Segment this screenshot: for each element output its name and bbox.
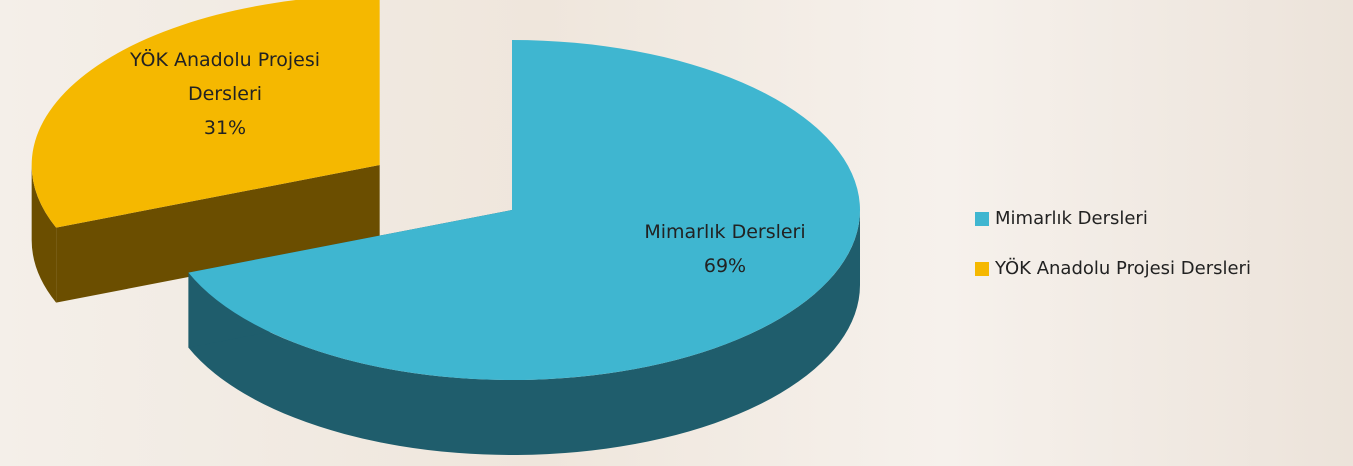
slice-side	[188, 210, 860, 456]
label-name: YÖK Anadolu Projesi Dersleri	[129, 49, 321, 105]
data-label: YÖK Anadolu Projesi Dersleri 31%	[90, 43, 360, 145]
legend-swatch	[975, 211, 989, 226]
legend-item: YÖK Anadolu Projesi Dersleri	[975, 258, 1251, 279]
slice-cut	[56, 165, 380, 303]
slice	[188, 40, 860, 380]
data-label: Mimarlık Dersleri 69%	[590, 215, 860, 283]
legend-label: Mimarlık Dersleri	[995, 208, 1148, 229]
legend-label: YÖK Anadolu Projesi Dersleri	[995, 258, 1251, 279]
slice-side	[31, 165, 57, 303]
slice	[31, 0, 380, 228]
label-value: 31%	[203, 117, 247, 139]
legend-swatch	[975, 261, 989, 276]
label-value: 69%	[703, 255, 747, 277]
label-name: Mimarlık Dersleri	[644, 221, 806, 243]
legend-item: Mimarlık Dersleri	[975, 208, 1148, 229]
